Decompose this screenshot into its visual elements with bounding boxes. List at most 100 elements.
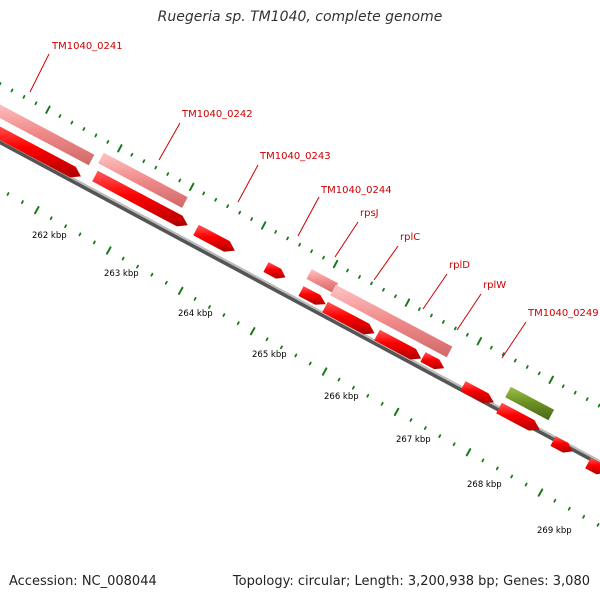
tick-mark (34, 206, 40, 215)
gene-rplC[interactable] (322, 301, 375, 335)
gene-TM1040_0241[interactable] (0, 123, 81, 178)
gene-TM1040_0249[interactable] (496, 402, 540, 431)
tick-mark (106, 140, 110, 144)
tick-mark (105, 246, 112, 255)
tick-mark (308, 361, 312, 366)
tick-mark (582, 514, 586, 519)
tick-mark (465, 448, 472, 457)
tick-mark (537, 488, 544, 497)
kbp-label: 265 kbp (252, 350, 287, 360)
tick-mark (394, 294, 397, 299)
tick-mark (178, 178, 182, 183)
tick-mark (370, 281, 373, 286)
tick-mark (452, 442, 456, 447)
tick-mark (6, 192, 10, 196)
gene-red-feature[interactable] (550, 436, 573, 453)
tick-mark (513, 358, 517, 363)
gene-layer[interactable] (0, 101, 600, 475)
gene-green-feature[interactable] (505, 386, 555, 421)
tick-mark (274, 230, 278, 234)
gene-TM1040_0243[interactable] (193, 224, 235, 252)
tick-mark (465, 332, 469, 337)
tick-mark (202, 191, 206, 196)
tick-layer (0, 82, 600, 527)
tick-mark (441, 320, 445, 324)
tick-mark (417, 307, 421, 311)
tick-mark (393, 407, 400, 417)
tick-mark (34, 101, 38, 106)
tick-mark (238, 210, 242, 215)
gene-TM1040_0241[interactable] (0, 101, 95, 166)
kbp-label: 263 kbp (104, 269, 139, 279)
gene-label: TM1040_0249 (527, 308, 599, 319)
tick-mark (154, 165, 158, 170)
gene-red-feature[interactable] (585, 457, 600, 475)
tick-mark (358, 275, 361, 279)
label-leader-line (501, 321, 527, 359)
gene-rplD[interactable] (374, 329, 422, 360)
tick-mark (22, 94, 26, 99)
gene-label: TM1040_0241 (51, 41, 123, 52)
tick-mark (130, 152, 134, 157)
tick-mark (286, 236, 290, 241)
tick-mark (222, 313, 226, 317)
tick-mark (294, 353, 298, 358)
tick-mark (121, 256, 125, 261)
tick-mark (208, 305, 211, 309)
gene-label: rplW (483, 280, 506, 291)
tick-mark (380, 401, 384, 406)
tick-mark (136, 264, 139, 269)
gene-rpsJ[interactable] (298, 286, 326, 305)
tick-mark (366, 393, 370, 398)
tick-mark (250, 217, 254, 221)
tick-mark (94, 133, 98, 138)
gene-TM1040_0242[interactable] (98, 152, 188, 208)
tick-mark (193, 297, 197, 301)
tick-mark (596, 523, 600, 527)
tick-mark (561, 384, 565, 389)
gene-rplC[interactable] (330, 284, 453, 358)
page-title: Ruegeria sp. TM1040, complete genome (157, 9, 443, 25)
tick-mark (249, 327, 256, 336)
kbp-label: 264 kbp (178, 309, 213, 319)
tick-mark (429, 313, 433, 318)
label-leader-line (334, 221, 359, 258)
tick-mark (164, 280, 168, 285)
tick-mark (337, 377, 341, 382)
gene-TM1040_0244[interactable] (263, 262, 286, 279)
tick-mark (332, 259, 339, 269)
tick-mark (537, 371, 541, 376)
accession-text: Accession: NC_008044 (9, 574, 157, 589)
tick-mark (45, 105, 51, 114)
gene-TM1040_0249[interactable] (460, 381, 494, 404)
kbp-label: 262 kbp (32, 231, 67, 241)
gene-label: TM1040_0242 (181, 109, 253, 120)
tick-mark (453, 326, 457, 331)
kbp-label: 269 kbp (537, 526, 572, 536)
gene-label: rplD (449, 260, 470, 271)
tick-mark (476, 337, 483, 346)
tick-mark (20, 200, 24, 204)
gene-rplW[interactable] (420, 352, 445, 370)
tick-mark (92, 240, 96, 245)
tick-mark (117, 144, 123, 153)
tick-mark (404, 298, 411, 307)
gene-rpsJ[interactable] (306, 269, 339, 293)
tick-mark (321, 367, 328, 376)
tick-mark (346, 268, 349, 273)
tick-mark (279, 345, 283, 350)
tick-mark (82, 127, 86, 131)
genome-stats-text: Topology: circular; Length: 3,200,938 bp… (232, 574, 590, 589)
backbone-layer (0, 138, 600, 467)
tick-mark (298, 242, 302, 247)
gene-label: rpsJ (360, 208, 379, 219)
label-layer: TM1040_0241 TM1040_0242 TM1040_0243 TM1040_… (29, 41, 599, 536)
tick-mark (166, 172, 170, 176)
tick-mark (382, 287, 385, 292)
label-leader-line (158, 122, 181, 161)
gene-TM1040_0242[interactable] (92, 170, 188, 227)
tick-mark (236, 321, 240, 325)
tick-mark (567, 506, 571, 511)
label-leader-line (373, 245, 399, 281)
